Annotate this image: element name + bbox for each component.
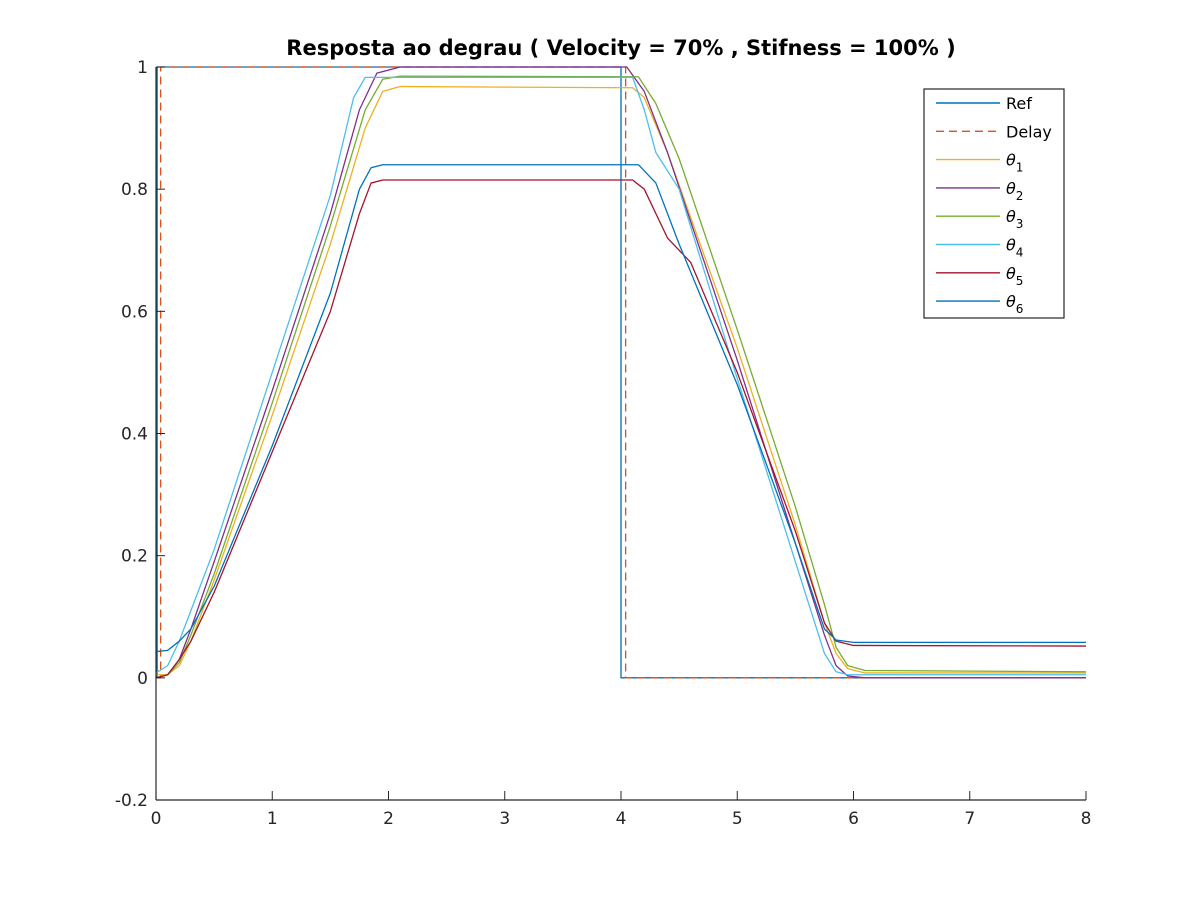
legend: Ref Delay θ1 θ2 θ3 θ4 θ5 θ6 [923,88,1065,319]
y-tick-label: -0.2 [115,791,148,811]
x-tick-label: 7 [964,809,975,829]
x-tick-label: 5 [732,809,743,829]
series-line-4 [155,66,1086,679]
series-line-6 [155,76,1086,676]
x-tick-label: 1 [267,809,278,829]
legend-label-6: θ4 [1006,236,1023,260]
legend-label-5: θ3 [1006,207,1023,231]
series-layer [155,66,1087,679]
series-line-7 [155,179,1087,679]
x-tick-label: 0 [151,809,162,829]
legend-label-3: θ1 [1006,151,1023,175]
x-tick-label: 8 [1081,809,1092,829]
legend-label-1: Ref [1006,94,1032,113]
y-tick-label: 0.6 [121,302,148,322]
legend-label-4: θ2 [1006,179,1023,203]
series-line-3 [156,85,1086,676]
x-tick-label: 4 [616,809,627,829]
x-tick-label: 2 [383,809,394,829]
y-tick-label: 1 [137,58,148,78]
chart-title: Resposta ao degrau ( Velocity = 70% , St… [286,36,955,60]
x-tick-label: 6 [848,809,859,829]
legend-label-8: θ6 [1006,292,1023,316]
series-line-8 [155,164,1086,653]
legend-label-7: θ5 [1006,264,1023,288]
x-tick-label: 3 [499,809,510,829]
legend-box [923,88,1065,319]
y-tick-label: 0.8 [121,180,148,200]
legend-label-2: Delay [1006,122,1052,141]
y-tick-label: 0 [137,669,148,689]
axes-layer: 0 1 2 3 4 5 6 7 8-0.200.20.40.60.81 [115,58,1092,829]
y-tick-label: 0.4 [121,425,148,445]
y-tick-label: 0.2 [121,547,148,567]
series-line-5 [155,75,1087,679]
